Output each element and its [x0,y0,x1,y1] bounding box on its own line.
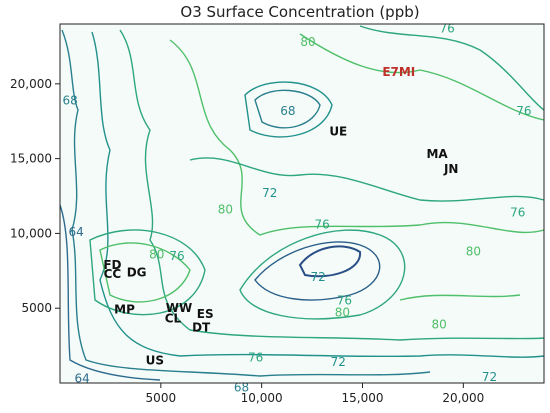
contour-label: 64 [75,372,90,386]
contour-label: 72 [482,370,497,384]
x-tick-label: 15,000 [342,391,384,405]
y-tick-label: 10,000 [10,226,52,240]
contour-label: 76 [337,294,352,308]
contour-80-southeast [399,294,521,301]
contour-76-east [359,25,545,111]
contour-label: 76 [315,217,330,231]
site-label: FD [103,258,121,272]
contour-76-west [119,29,545,341]
contour-label: 76 [510,205,525,219]
contour-80-mid [169,39,545,236]
plot-background [60,24,544,383]
contour-label: 80 [218,202,233,216]
contour-label: 76 [516,104,531,118]
site-label: ES [197,307,214,321]
site-label: CL [165,312,182,326]
contour-76-mid [189,157,545,202]
contour-label: 72 [262,186,277,200]
contour-68-ue-basin [254,89,321,129]
plot-frame [59,23,545,384]
contour-label: 76 [169,249,184,263]
contour-lines [59,25,545,381]
contour-label: 76 [248,351,263,365]
contour-label: 80 [335,306,350,320]
contour-label: 80 [149,247,164,261]
site-label: JN [443,162,459,176]
contour-label: 68 [234,380,249,394]
contour-label: 72 [310,270,325,284]
site-label: CC [104,267,122,281]
site-label: E7MI [382,65,415,79]
contour-72-west [91,31,545,358]
y-tick-label: 5000 [21,301,52,315]
contour-label: 68 [280,104,295,118]
site-label: DT [192,321,211,335]
site-label: WW [166,301,192,315]
x-tick-label: 20,000 [442,391,484,405]
site-label: US [146,354,164,368]
contour-68-west [61,29,431,377]
contour-label: 80 [300,35,315,49]
contour-72-ue-basin [244,81,333,138]
contour-72-south-basin [254,241,381,301]
contour-label: 68 [62,93,77,107]
chart-title: O3 Surface Concentration (ppb) [180,3,419,21]
contour-label: 80 [466,244,481,258]
site-label: DG [127,265,147,279]
contour-label: 80 [431,318,446,332]
axis-ticks: 5000 10,000 15,000 20,000 5000 10,000 15,000 20… [10,77,484,405]
site-label: UE [329,125,347,139]
contour-68-south-basin [298,245,362,278]
y-tick-label: 20,000 [10,77,52,91]
site-label: MA [426,147,448,161]
contour-label: 72 [331,355,346,369]
contour-64-outer [59,204,161,381]
contour-80-east [299,33,545,121]
contour-label: 64 [68,225,83,239]
site-label: MP [114,303,135,317]
contour-76-south-basin [239,229,406,320]
x-tick-label: 10,000 [241,391,283,405]
y-tick-label: 15,000 [10,152,52,166]
contour-label: 76 [440,21,455,35]
x-tick-label: 5000 [146,391,177,405]
contour-80-southwest [99,242,191,303]
plot-area: 5000 10,000 15,000 20,000 5000 10,000 15,000 20… [10,21,545,405]
contour-76-southwest [89,229,206,316]
